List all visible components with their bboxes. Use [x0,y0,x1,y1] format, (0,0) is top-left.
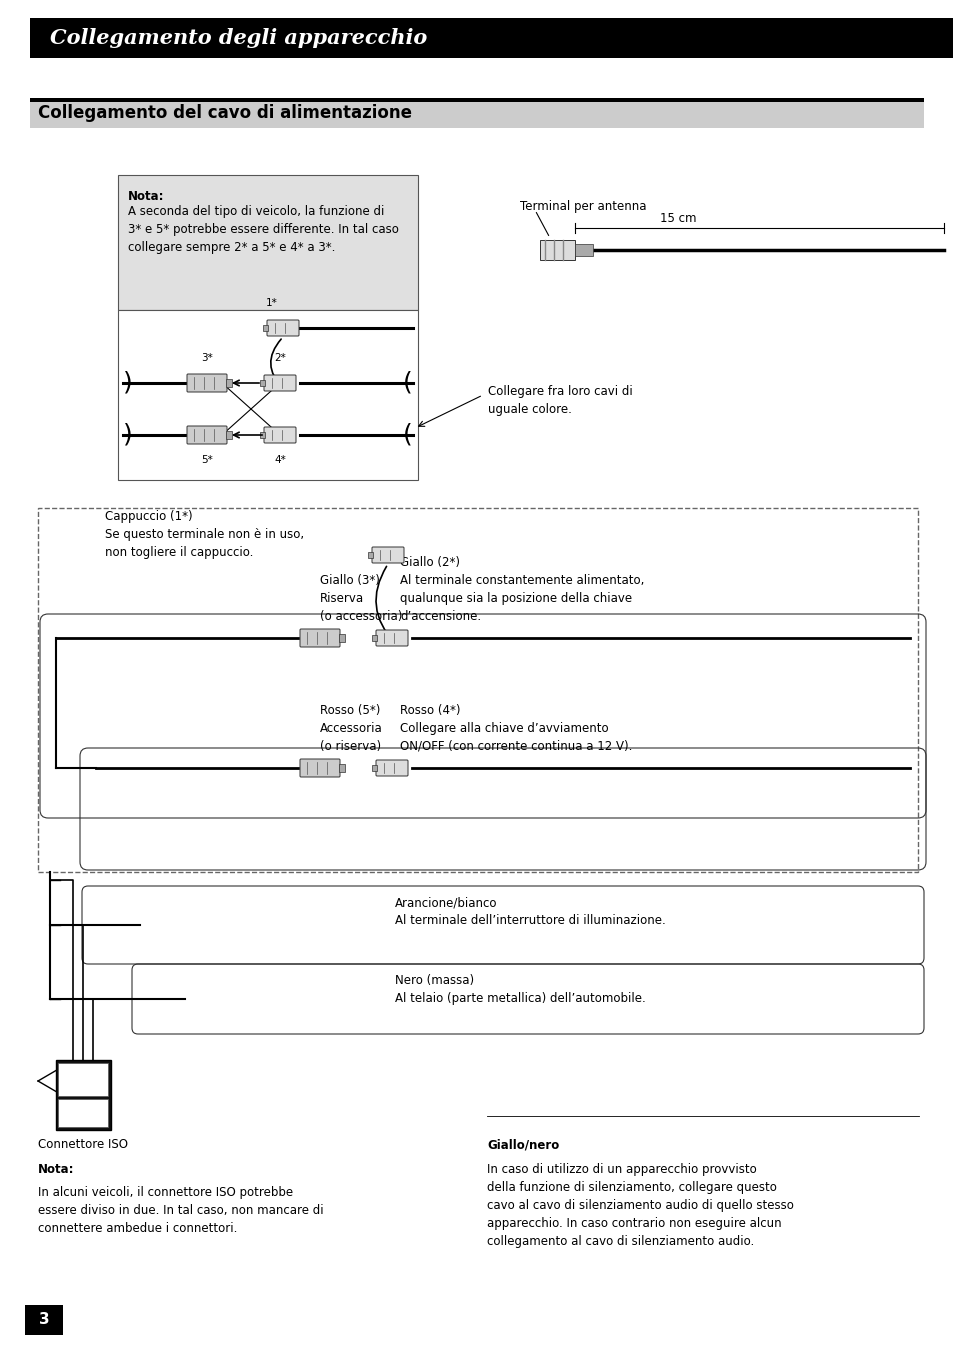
Text: Nero (massa)
Al telaio (parte metallica) dell’automobile.: Nero (massa) Al telaio (parte metallica)… [395,974,645,1005]
Text: Rosso (5*)
Accessoria
(o riserva): Rosso (5*) Accessoria (o riserva) [319,705,382,753]
Text: 1*: 1* [266,298,277,308]
Bar [372,766,376,771]
FancyBboxPatch shape [264,375,295,392]
FancyBboxPatch shape [375,630,408,646]
Bar [58,1062,108,1096]
Bar [338,634,345,642]
Text: Collegamento degli apparecchio: Collegamento degli apparecchio [50,28,427,47]
Bar [56,1060,111,1130]
Text: ): ) [123,371,132,396]
Text: (: ( [403,371,413,396]
FancyBboxPatch shape [372,547,403,562]
Text: In caso di utilizzo di un apparecchio provvisto
della funzione di silenziamento,: In caso di utilizzo di un apparecchio pr… [486,1163,793,1248]
Text: 5*: 5* [201,455,213,465]
Bar [539,240,575,260]
Text: Terminal per antenna: Terminal per antenna [519,201,646,213]
Text: In alcuni veicoli, il connettore ISO potrebbe
essere diviso in due. In tal caso,: In alcuni veicoli, il connettore ISO pot… [38,1186,323,1234]
Text: Nota:: Nota: [128,190,164,203]
Bar [118,310,417,480]
FancyBboxPatch shape [299,759,339,776]
Text: Cappuccio (1*)
Se questo terminale non è in uso,
non togliere il cappuccio.: Cappuccio (1*) Se questo terminale non è… [105,509,304,560]
Text: Giallo/nero: Giallo/nero [486,1138,558,1150]
Bar [30,18,953,58]
FancyBboxPatch shape [187,374,227,392]
Text: ): ) [123,423,132,447]
FancyBboxPatch shape [375,760,408,776]
Text: 15 cm: 15 cm [659,211,696,225]
Bar [25,1305,63,1335]
Bar [372,635,376,641]
FancyBboxPatch shape [187,425,227,444]
Bar [260,379,265,386]
Text: Nota:: Nota: [38,1163,74,1176]
Text: 3*: 3* [201,354,213,363]
Bar [575,244,593,256]
FancyBboxPatch shape [299,629,339,646]
Text: 4*: 4* [274,455,286,465]
Bar [38,508,917,873]
Bar [338,764,345,772]
Bar [30,98,923,127]
Bar [260,432,265,438]
Text: Collegamento del cavo di alimentazione: Collegamento del cavo di alimentazione [38,104,412,122]
Text: (: ( [403,423,413,447]
Bar [30,98,923,102]
Bar [226,379,232,388]
FancyBboxPatch shape [264,427,295,443]
FancyBboxPatch shape [267,320,298,336]
Text: Giallo (2*)
Al terminale constantemente alimentato,
qualunque sia la posizione d: Giallo (2*) Al terminale constantemente … [399,556,643,623]
Bar [58,1099,108,1126]
Text: Arancione/bianco
Al terminale dell’interruttore di illuminazione.: Arancione/bianco Al terminale dell’inter… [395,896,665,927]
Text: Connettore ISO: Connettore ISO [38,1138,128,1150]
Bar [118,175,417,310]
Bar [226,431,232,439]
Text: A seconda del tipo di veicolo, la funzione di
3* e 5* potrebbe essere differente: A seconda del tipo di veicolo, la funzio… [128,205,398,253]
Text: Giallo (3*)
Riserva
(o accessoria): Giallo (3*) Riserva (o accessoria) [319,575,402,623]
Text: Rosso (4*)
Collegare alla chiave d’avviamento
ON/OFF (con corrente continua a 12: Rosso (4*) Collegare alla chiave d’avvia… [399,705,632,753]
Text: Collegare fra loro cavi di
uguale colore.: Collegare fra loro cavi di uguale colore… [488,385,632,416]
Text: 3: 3 [39,1313,50,1328]
Text: 2*: 2* [274,354,286,363]
Bar [263,325,268,331]
Bar [368,551,373,558]
